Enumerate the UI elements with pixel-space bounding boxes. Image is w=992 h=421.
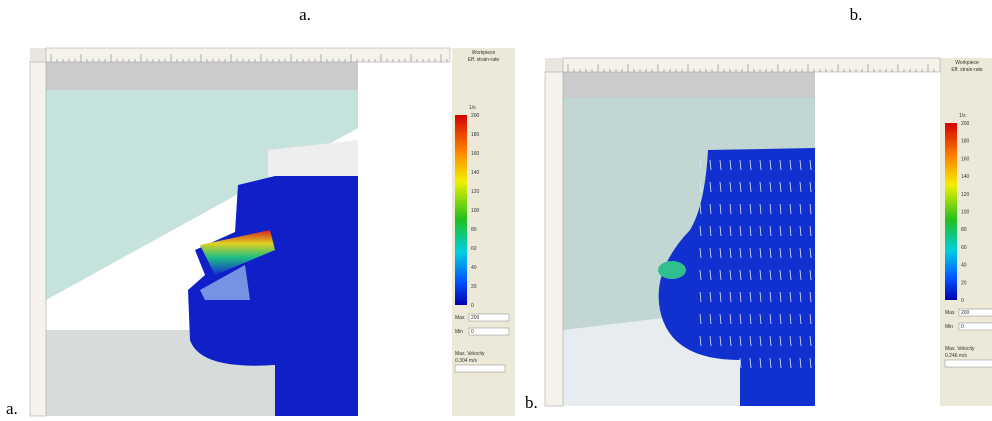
max-label: Max xyxy=(945,310,955,316)
legend-title: Workpiece xyxy=(955,60,979,66)
scale-label: 20 xyxy=(961,280,967,286)
scale-label: 100 xyxy=(471,208,480,214)
scale-label: 140 xyxy=(961,174,970,180)
ruler xyxy=(563,58,940,72)
velocity-label: Max. Velocity xyxy=(455,351,485,357)
legend-subtitle: Eff. strain-rate xyxy=(468,57,500,63)
max-value: 200 xyxy=(961,310,970,316)
scale-label: 140 xyxy=(471,170,480,176)
strain-zone xyxy=(658,261,686,279)
scale-label: 0 xyxy=(471,303,474,309)
velocity-control xyxy=(945,360,992,367)
unit: 1/s xyxy=(469,105,476,111)
scale-label: 0 xyxy=(961,298,964,304)
ruler xyxy=(30,62,46,416)
tool-top xyxy=(563,72,815,98)
scale-label: 200 xyxy=(961,121,970,127)
max-label: Max xyxy=(455,315,465,321)
min-value: 0 xyxy=(961,324,964,330)
right-region xyxy=(358,62,450,416)
scale-label: 80 xyxy=(961,227,967,233)
viewport-a xyxy=(30,48,450,416)
min-label: Min xyxy=(455,329,463,335)
figure-label: b. xyxy=(850,5,863,24)
color-bar xyxy=(945,123,957,300)
scale-label: 80 xyxy=(471,227,477,233)
ruler xyxy=(46,48,450,62)
unit: 1/s xyxy=(959,113,966,119)
scale-label: 180 xyxy=(961,139,970,145)
scale-label: 60 xyxy=(471,246,477,252)
min-input xyxy=(469,328,509,335)
ruler xyxy=(545,72,563,406)
scale-label: 20 xyxy=(471,284,477,290)
scale-label: 160 xyxy=(961,156,970,162)
velocity-value: 0.304 m/s xyxy=(455,358,477,364)
min-label: Min xyxy=(945,324,953,330)
scale-label: 60 xyxy=(961,245,967,251)
velocity-label: Max. Velocity xyxy=(945,346,975,352)
figure-label: a. xyxy=(299,5,311,24)
scale-label: 120 xyxy=(961,192,970,198)
scale-label: 100 xyxy=(961,210,970,216)
figure-label: b. xyxy=(525,393,538,412)
scale-label: 40 xyxy=(471,265,477,271)
tool-top xyxy=(46,62,358,90)
max-value: 200 xyxy=(471,315,480,321)
velocity-control xyxy=(455,365,505,372)
scale-label: 180 xyxy=(471,132,480,138)
min-value: 0 xyxy=(471,329,474,335)
min-input xyxy=(959,323,992,330)
scale-label: 40 xyxy=(961,263,967,269)
legend-title: Workpiece xyxy=(472,50,496,56)
figure-label: a. xyxy=(6,399,18,418)
legend-subtitle: Eff. strain-rate xyxy=(951,67,983,73)
velocity-value: 0.246 m/s xyxy=(945,353,967,359)
color-bar xyxy=(455,115,467,305)
figure: a. b. a. b. WorkpieceEff. strain-rate1/s… xyxy=(0,0,992,421)
scale-label: 160 xyxy=(471,151,480,157)
scale-label: 120 xyxy=(471,189,480,195)
scale-label: 200 xyxy=(471,113,480,119)
right-region xyxy=(815,72,940,406)
viewport-b xyxy=(545,58,942,406)
